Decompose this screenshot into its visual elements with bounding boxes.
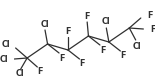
Text: Cl: Cl [0, 54, 8, 64]
Text: F: F [150, 24, 155, 34]
Text: Cl: Cl [102, 18, 111, 26]
Text: F: F [37, 68, 43, 76]
Text: F: F [100, 46, 105, 54]
Text: Cl: Cl [15, 70, 24, 78]
Text: F: F [147, 10, 153, 20]
Text: Cl: Cl [133, 42, 141, 50]
Text: Cl: Cl [41, 20, 49, 28]
Text: F: F [65, 26, 71, 36]
Text: Cl: Cl [2, 40, 11, 48]
Text: F: F [120, 52, 126, 60]
Text: F: F [79, 60, 85, 68]
Text: F: F [84, 12, 90, 20]
Text: F: F [59, 54, 64, 62]
